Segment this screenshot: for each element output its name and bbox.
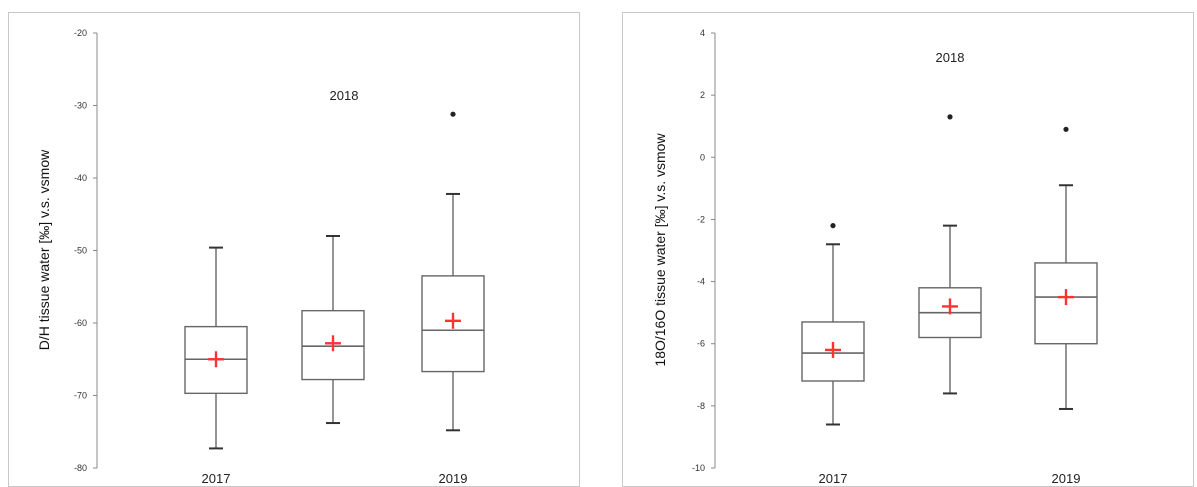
y-tick-label: -30	[74, 101, 87, 111]
x-category-label-inset: 2018	[330, 88, 359, 103]
y-tick-label: -20	[74, 28, 87, 38]
x-category-label: 2017	[819, 471, 848, 486]
outlier-point	[450, 111, 456, 117]
y-tick-label: -10	[692, 463, 705, 473]
y-tick-label: -8	[697, 401, 705, 411]
y-axis-label: 18O/16O tissue water [‰] v.s. vsmow	[652, 133, 668, 367]
outlier-point	[947, 114, 953, 120]
chart-panel-dh: -20 -30 -40 -50 -60 -70 -80 D/H tissue water [‰…	[8, 12, 580, 487]
y-tick-label: 4	[700, 28, 705, 38]
y-tick-label: -2	[697, 214, 705, 224]
dh-boxplot-chart: -20 -30 -40 -50 -60 -70 -80 D/H tissue water [‰…	[36, 28, 485, 486]
y-axis-label: D/H tissue water [‰] v.s. vsmow	[36, 149, 52, 350]
y-tick-label: -50	[74, 246, 87, 256]
y-tick-label: 0	[700, 152, 705, 162]
y-tick-label: -60	[74, 318, 87, 328]
y-tick-label: -4	[697, 277, 705, 287]
y-tick-label: -70	[74, 391, 87, 401]
x-category-label: 2019	[439, 471, 468, 486]
y-tick-label: -6	[697, 339, 705, 349]
x-category-label: 2019	[1052, 471, 1081, 486]
y-tick-label: 2	[700, 90, 705, 100]
y-tick-label: -40	[74, 173, 87, 183]
o18-boxplot-chart: 4 2 0 -2 -4 -6 -8 -10 18O/16O tissue water [‰] v…	[652, 28, 1098, 486]
y-tick-label: -80	[74, 463, 87, 473]
x-category-label-inset: 2018	[936, 50, 965, 65]
x-category-label: 2017	[202, 471, 231, 486]
outlier-point	[1063, 126, 1069, 132]
chart-panel-o18: 4 2 0 -2 -4 -6 -8 -10 18O/16O tissue water [‰] v…	[622, 12, 1194, 487]
outlier-point	[830, 223, 836, 229]
